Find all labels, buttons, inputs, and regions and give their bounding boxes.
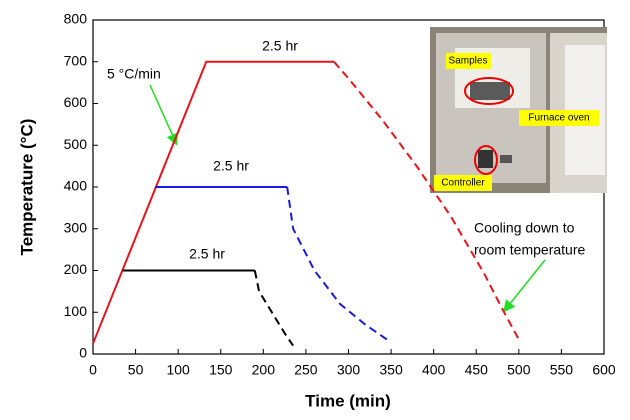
data-line [286,186,388,341]
y-tick-label: 400 [64,178,88,194]
data-line [253,270,294,347]
y-tick-label: 300 [64,219,88,235]
y-axis-title: Temperature (°C) [17,119,36,256]
y-tick-label: 500 [64,136,88,152]
annotation: room temperature [474,242,585,258]
inset-photo [430,27,607,193]
y-tick-label: 600 [64,94,88,110]
y-tick-label: 100 [64,303,88,319]
annotation: 2.5 hr [189,246,225,262]
x-tick-label: 350 [379,362,403,378]
x-tick-label: 100 [166,362,190,378]
y-tick-label: 700 [64,52,88,68]
x-tick-label: 150 [209,362,233,378]
inset-label: Samples [449,56,488,67]
x-tick-label: 250 [294,362,318,378]
annotation: Cooling down to [474,220,575,236]
data-line [92,60,335,344]
annotation: 2.5 hr [213,158,249,174]
annotation: 2.5 hr [262,38,298,54]
x-tick-label: 450 [465,362,489,378]
y-tick-label: 0 [79,345,87,361]
data-line [333,61,520,340]
arrow [149,84,178,146]
arrow [503,259,546,313]
x-tick-label: 50 [128,362,144,378]
x-tick-label: 400 [422,362,446,378]
x-tick-label: 600 [592,362,616,378]
inset-label: Furnace oven [528,113,589,124]
x-tick-label: 300 [337,362,361,378]
x-tick-label: 0 [89,362,97,378]
y-tick-label: 800 [64,11,88,27]
inset-label: Controller [441,178,485,189]
x-tick-label: 200 [252,362,276,378]
x-tick-label: 500 [507,362,531,378]
annotation: 5 °C/min [107,66,161,82]
y-tick-label: 200 [64,261,88,277]
x-axis-title: Time (min) [305,391,391,410]
x-tick-label: 550 [550,362,574,378]
